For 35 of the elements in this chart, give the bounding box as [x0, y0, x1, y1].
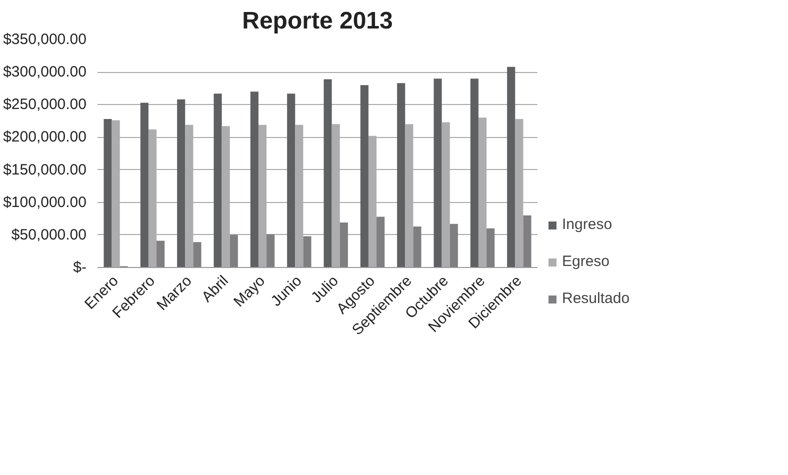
bar — [266, 234, 275, 268]
y-tick-label: $300,000.00 — [3, 64, 87, 81]
y-tick-label: $200,000.00 — [3, 128, 87, 146]
bar — [413, 226, 422, 268]
bar — [156, 240, 165, 268]
y-tick-label: $100,000.00 — [3, 194, 87, 211]
y-tick-label: $- — [73, 259, 87, 276]
bar — [214, 94, 222, 268]
bar — [177, 99, 186, 268]
bar — [376, 216, 385, 268]
bar — [470, 78, 478, 268]
y-tick-label: $250,000.00 — [3, 96, 87, 114]
legend-label: Resultado — [562, 290, 631, 307]
bar — [434, 78, 442, 268]
y-tick-label: $150,000.00 — [3, 161, 87, 178]
bar — [486, 228, 495, 268]
bar — [104, 118, 112, 268]
y-tick-label: $350,000.00 — [3, 31, 87, 48]
y-tick-label: $50,000.00 — [11, 226, 87, 244]
bar — [140, 102, 148, 268]
legend-label: Egreso — [562, 253, 611, 270]
bar — [230, 234, 238, 268]
bar — [303, 236, 312, 268]
bar — [507, 66, 516, 268]
bar — [193, 242, 202, 268]
bar — [523, 215, 532, 268]
bar — [287, 94, 296, 268]
chart-title: Reporte 2013 — [242, 8, 393, 34]
bar — [250, 92, 258, 268]
bar — [324, 79, 332, 268]
bar — [340, 222, 348, 268]
bar — [360, 85, 368, 268]
legend-label: Ingreso — [562, 216, 614, 233]
bar — [397, 83, 406, 268]
bar — [450, 224, 458, 268]
